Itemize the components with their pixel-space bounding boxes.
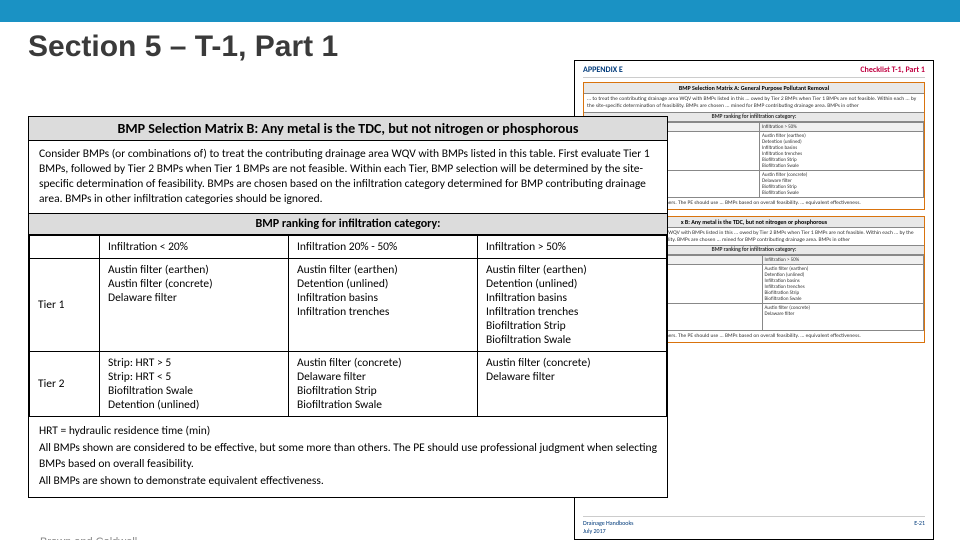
top-accent-bar <box>0 0 960 22</box>
table-row-tier2: Tier 2 Strip: HRT > 5Strip: HRT < 5Biofi… <box>30 351 667 416</box>
blank-corner <box>30 235 100 258</box>
appendix-header: APPENDIX E Checklist T-1, Part 1 <box>583 65 925 78</box>
matrix-intro-para: Consider BMPs (or combinations of) to tr… <box>29 141 667 214</box>
matrix-rank-header: BMP ranking for infiltration category: <box>29 214 667 235</box>
appendix-label: APPENDIX E <box>583 65 623 75</box>
slide-body: Section 5 – T-1, Part 1 APPENDIX E Check… <box>0 30 960 64</box>
footer-author: Brown and Caldwell <box>40 536 137 540</box>
matrix-notes: HRT = hydraulic residence time (min) All… <box>29 417 667 497</box>
bmp-matrix-b: BMP Selection Matrix B: Any metal is the… <box>28 116 668 498</box>
col-infilt-gt50: Infiltration > 50% <box>478 235 667 258</box>
matrix-title: BMP Selection Matrix B: Any metal is the… <box>29 117 667 141</box>
table-row-tier1: Tier 1 Austin filter (earthen)Austin fil… <box>30 258 667 351</box>
note-equivalent: All BMPs are shown to demonstrate equiva… <box>39 474 657 490</box>
rowh-tier2: Tier 2 <box>30 351 100 416</box>
cell-t1-c3: Austin filter (earthen)Detention (unline… <box>478 258 667 351</box>
table-header-row: Infiltration < 20% Infiltration 20% - 50… <box>30 235 667 258</box>
cell-t2-c1: Strip: HRT > 5Strip: HRT < 5Biofiltratio… <box>100 351 289 416</box>
matrix-table: Infiltration < 20% Infiltration 20% - 50… <box>29 235 667 417</box>
cell-t1-c1: Austin filter (earthen)Austin filter (co… <box>100 258 289 351</box>
note-hrt: HRT = hydraulic residence time (min) <box>39 424 657 440</box>
appendix-checklist: Checklist T-1, Part 1 <box>860 65 925 75</box>
rowh-tier1: Tier 1 <box>30 258 100 351</box>
cell-t2-c3: Austin filter (concrete)Delaware filter <box>478 351 667 416</box>
col-infilt-lt20: Infiltration < 20% <box>100 235 289 258</box>
cell-t1-c2: Austin filter (earthen)Detention (unline… <box>289 258 478 351</box>
mini-a-body: ... to treat the contributing drainage a… <box>584 94 924 112</box>
col-infilt-20-50: Infiltration 20% - 50% <box>289 235 478 258</box>
mini-a-title: BMP Selection Matrix A: General Purpose … <box>584 83 924 94</box>
slide-title: Section 5 – T-1, Part 1 <box>28 30 932 64</box>
note-effective: All BMPs shown are considered to be effe… <box>39 441 657 472</box>
appendix-footer: Drainage HandbooksJuly 2017 E-21 <box>583 516 925 535</box>
cell-t2-c2: Austin filter (concrete)Delaware filterB… <box>289 351 478 416</box>
